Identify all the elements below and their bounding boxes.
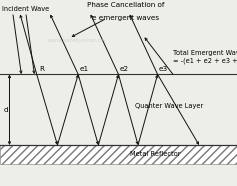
Text: e2: e2 xyxy=(120,66,129,72)
Text: e3: e3 xyxy=(159,66,168,72)
Text: www.safetyemc.cn: www.safetyemc.cn xyxy=(46,39,105,43)
Text: e1: e1 xyxy=(79,66,89,72)
Text: e emergent waves: e emergent waves xyxy=(92,15,159,21)
Text: Incident Wave: Incident Wave xyxy=(2,6,50,12)
Text: Metal Reflector: Metal Reflector xyxy=(130,151,181,157)
Text: Total Emergent Wave
= -(e1 + e2 + e3 + etc): Total Emergent Wave = -(e1 + e2 + e3 + e… xyxy=(173,50,237,64)
Text: R: R xyxy=(39,66,44,72)
Text: Phase Cancellation of: Phase Cancellation of xyxy=(87,2,164,8)
Bar xyxy=(0,145,237,164)
Text: Quanter Wave Layer: Quanter Wave Layer xyxy=(135,103,203,109)
Text: d: d xyxy=(4,107,8,113)
